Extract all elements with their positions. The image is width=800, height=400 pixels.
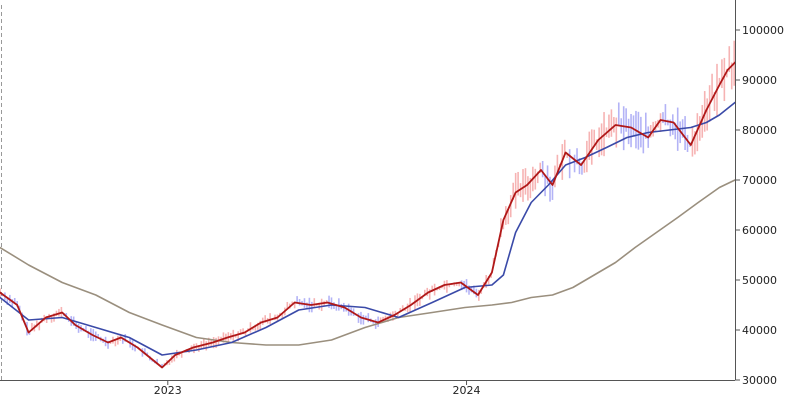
y-tick-label: 30000: [742, 374, 777, 387]
series-line-fast: [0, 61, 736, 369]
series-lines: [0, 61, 736, 369]
y-tick-label: 90000: [742, 74, 777, 87]
y-tick-label: 70000: [742, 174, 777, 187]
y-tick-label: 40000: [742, 324, 777, 337]
series-line-slow: [0, 179, 736, 346]
y-tick-label: 100000: [742, 24, 784, 37]
y-tick-label: 50000: [742, 274, 777, 287]
series-line-mid: [0, 101, 736, 356]
y-tick-label: 60000: [742, 224, 777, 237]
x-tick-label: 2023: [154, 384, 182, 397]
axes: 30000 40000 50000 60000 70000 80000 90000 10000…: [0, 0, 784, 397]
x-tick-label: 2024: [453, 384, 481, 397]
y-tick-label: 80000: [742, 124, 777, 137]
